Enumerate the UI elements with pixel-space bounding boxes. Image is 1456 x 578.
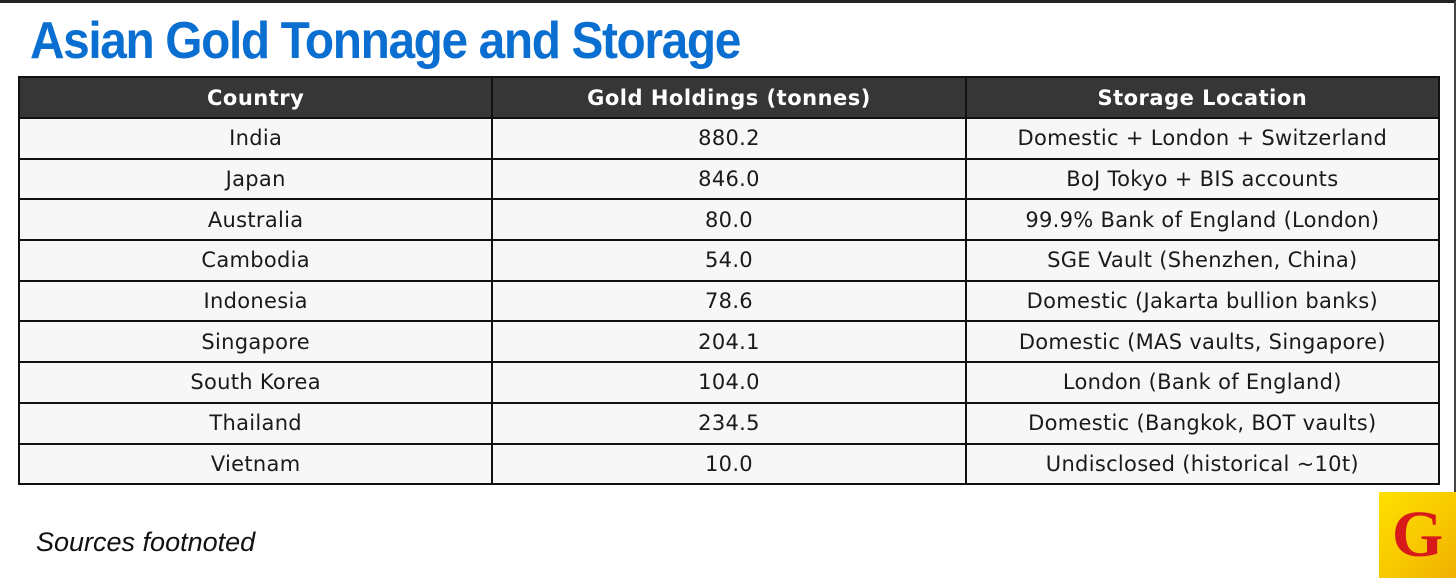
table-head: Country Gold Holdings (tonnes) Storage Loc… xyxy=(17,76,1441,119)
table-cell: 80.0 xyxy=(491,198,967,242)
table-row: India 880.2 Domestic + London + Switzerlan… xyxy=(17,117,1441,160)
table-cell: 10.0 xyxy=(491,442,967,486)
footnote: Sources footnoted xyxy=(36,527,256,557)
table-row: Thailand 234.5 Domestic (Bangkok, BOT vaul… xyxy=(17,401,1441,445)
table-row: Japan 846.0 BoJ Tokyo + BIS accounts xyxy=(17,157,1441,201)
table-cell: 54.0 xyxy=(491,239,967,282)
gold-table: Country Gold Holdings (tonnes) Storage Loc… xyxy=(17,76,1441,486)
table-cell: Australia xyxy=(17,198,494,242)
table-cell: Undisclosed (historical ~10t) xyxy=(964,442,1441,486)
table-row: Australia 80.0 99.9% Bank of England (Lond… xyxy=(17,198,1441,242)
table-cell: BoJ Tokyo + BIS accounts xyxy=(964,157,1441,201)
table-cell: Singapore xyxy=(17,320,494,364)
table-cell: Domestic + London + Switzerland xyxy=(964,117,1441,160)
header-row: Country Gold Holdings (tonnes) Storage Loc… xyxy=(17,76,1441,119)
table-cell: Domestic (Bangkok, BOT vaults) xyxy=(964,401,1441,445)
table-cell: 78.6 xyxy=(491,279,967,323)
table-body: India 880.2 Domestic + London + Switzerlan… xyxy=(17,117,1441,486)
logo-letter: G xyxy=(1391,498,1444,571)
table-cell: 880.2 xyxy=(491,117,967,160)
table-cell: Domestic (MAS vaults, Singapore) xyxy=(964,320,1441,364)
table-cell: Thailand xyxy=(17,401,494,445)
table-cell: Vietnam xyxy=(17,442,494,486)
table-cell: London (Bank of England) xyxy=(964,361,1441,404)
table-cell: Cambodia xyxy=(17,239,494,282)
table-cell: 846.0 xyxy=(491,157,967,201)
table-row: Indonesia 78.6 Domestic (Jakarta bullion b… xyxy=(17,279,1441,323)
logo: G xyxy=(1379,492,1456,578)
table-cell: 99.9% Bank of England (London) xyxy=(964,198,1441,242)
column-header: Storage Location xyxy=(964,76,1441,119)
title: Asian Gold Tonnage and Storage xyxy=(30,12,741,70)
table-cell: Domestic (Jakarta bullion banks) xyxy=(964,279,1441,323)
table-cell: SGE Vault (Shenzhen, China) xyxy=(964,239,1441,282)
table-cell: 204.1 xyxy=(491,320,967,364)
table-cell: South Korea xyxy=(17,361,494,404)
table-row: Vietnam 10.0 Undisclosed (historical ~10t) xyxy=(17,442,1441,486)
table-row: Singapore 204.1 Domestic (MAS vaults, Sing… xyxy=(17,320,1441,364)
table-row: South Korea 104.0 London (Bank of England) xyxy=(17,361,1441,404)
table-cell: 234.5 xyxy=(491,401,967,445)
table-row: Cambodia 54.0 SGE Vault (Shenzhen, China) xyxy=(17,239,1441,282)
column-header: Gold Holdings (tonnes) xyxy=(491,76,967,119)
table-cell: Japan xyxy=(17,157,494,201)
table-cell: Indonesia xyxy=(17,279,494,323)
table-cell: India xyxy=(17,117,494,160)
column-header: Country xyxy=(17,76,494,119)
table-cell: 104.0 xyxy=(491,361,967,404)
